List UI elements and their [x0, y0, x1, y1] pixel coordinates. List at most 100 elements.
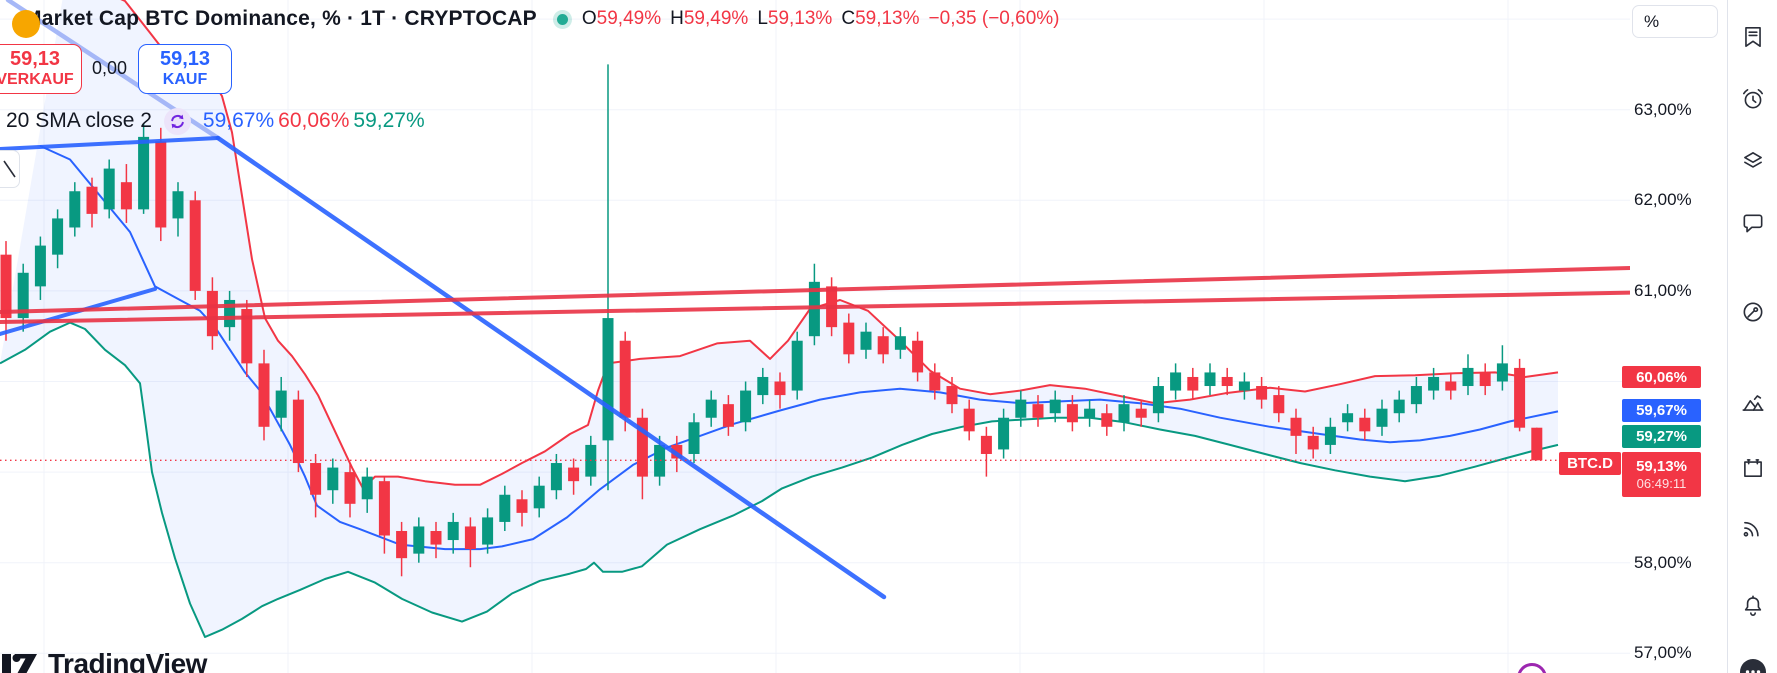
- symbol-title[interactable]: Market Cap BTC Dominance, % · 1T · CRYPT…: [24, 7, 537, 30]
- buy-button[interactable]: 59,13 KAUF: [138, 44, 232, 94]
- axis-tick-label: 63,00%: [1634, 99, 1692, 119]
- candle-body: [1531, 427, 1543, 461]
- candle-body: [1445, 381, 1457, 391]
- candle-body: [1204, 372, 1216, 387]
- candle-body: [998, 417, 1010, 450]
- trend-line[interactable]: [215, 135, 887, 600]
- symbol-source-logo: [12, 10, 40, 38]
- streams-icon[interactable]: [1738, 512, 1768, 542]
- drawing-tool-fragment[interactable]: [0, 150, 20, 188]
- indicator-value: 59,67%: [202, 109, 275, 132]
- candle-body: [310, 463, 322, 495]
- axis-unit-button[interactable]: %: [1632, 5, 1718, 38]
- candle-body: [688, 422, 700, 454]
- axis-tick-label: 57,00%: [1634, 643, 1692, 663]
- candle-body: [963, 408, 975, 432]
- object-tree-icon[interactable]: [1738, 146, 1768, 176]
- candle-body: [791, 340, 803, 391]
- candle-body: [1290, 417, 1302, 436]
- candle-body: [619, 340, 631, 418]
- price-axis[interactable]: % 63,00% 62,00% 61,00% 58,00% 57,00%: [1630, 0, 1727, 673]
- sell-button[interactable]: 59,13 VERKAUF: [0, 44, 82, 94]
- candle-body: [757, 376, 769, 396]
- chart-pane[interactable]: [0, 0, 1630, 673]
- bollinger-lower-band: [0, 321, 1559, 638]
- candle-body: [241, 309, 253, 364]
- candle-body: [344, 472, 356, 504]
- ohlc-item: C59,13%: [841, 8, 920, 29]
- right-sidebar: [1727, 0, 1777, 673]
- notifications-icon[interactable]: [1738, 591, 1768, 621]
- indicator-loading-icon[interactable]: [163, 107, 191, 135]
- ohlc-item: O59,49%: [581, 8, 662, 29]
- market-status-dot[interactable]: [552, 9, 572, 29]
- candle-body: [1324, 426, 1336, 445]
- candle-body: [52, 218, 64, 255]
- candle-body: [1101, 413, 1113, 427]
- last-price-tag: 59,13% 06:49:11: [1622, 452, 1701, 497]
- candle-body: [568, 467, 580, 482]
- change-value: −0,35 (−0,60%): [928, 8, 1060, 29]
- ohlc-values: O59,49% H59,49% L59,13% C59,13% −0,35 (−0,60…: [582, 8, 1060, 30]
- candle-body: [378, 481, 390, 536]
- candle-body: [1049, 399, 1061, 414]
- bollinger-middle-band: [39, 144, 1559, 551]
- candle-body: [1066, 404, 1078, 423]
- candle-body: [34, 245, 46, 287]
- bollinger-fill: [0, 0, 1558, 637]
- ohlc-item: L59,13%: [757, 8, 833, 29]
- candle-body: [361, 476, 373, 500]
- candle-body: [447, 521, 459, 541]
- candle-body: [516, 499, 528, 513]
- candle-body: [929, 372, 941, 391]
- tradingview-logo-text: TradingView: [48, 648, 207, 673]
- candle-body: [17, 272, 29, 319]
- candle-body: [894, 336, 906, 350]
- trend-line[interactable]: [0, 290, 1630, 324]
- candle-body: [1342, 413, 1354, 423]
- candle-body: [1170, 372, 1182, 391]
- buy-label: KAUF: [162, 71, 208, 89]
- candle-body: [0, 254, 12, 319]
- avatar-icon[interactable]: [1738, 657, 1768, 673]
- candle-body: [258, 363, 270, 427]
- candle-body: [189, 200, 201, 291]
- candle-body: [1084, 408, 1096, 418]
- candle-body: [86, 186, 98, 214]
- axis-tick-label: 62,00%: [1634, 190, 1692, 210]
- candle-body: [172, 191, 184, 219]
- candle-body: [413, 526, 425, 554]
- chat-icon[interactable]: [1738, 209, 1768, 239]
- watchlist-icon[interactable]: [1738, 22, 1768, 52]
- trend-line[interactable]: [0, 266, 1630, 314]
- alerts-icon[interactable]: [1738, 84, 1768, 114]
- candle-body: [740, 390, 752, 423]
- candle-body: [722, 404, 734, 427]
- candle-body: [103, 168, 115, 210]
- indicator-title[interactable]: 20 SMA close 2: [6, 109, 152, 132]
- candle-body: [499, 494, 511, 522]
- candle-body: [430, 530, 442, 545]
- candle-body: [327, 467, 339, 491]
- candle-body: [946, 386, 958, 405]
- candle-body: [482, 517, 494, 545]
- candle-body: [1032, 404, 1044, 418]
- candle-body: [636, 417, 648, 477]
- candle-body: [224, 299, 236, 328]
- tradingview-logo[interactable]: TradingView: [2, 648, 207, 673]
- gauge-icon[interactable]: [1738, 297, 1768, 327]
- calendar-icon[interactable]: [1738, 453, 1768, 483]
- trend-line[interactable]: [0, 136, 220, 151]
- candle-body: [912, 340, 924, 373]
- indicator-value: 59,27%: [353, 109, 425, 132]
- candle-body: [1238, 381, 1250, 391]
- candle-body: [877, 336, 889, 355]
- axis-tick-label: 61,00%: [1634, 280, 1692, 300]
- candle-body: [550, 463, 562, 491]
- candle-body: [1428, 376, 1440, 391]
- candle-body: [980, 435, 992, 454]
- ideas-icon[interactable]: [1738, 388, 1768, 418]
- candle-body: [464, 526, 476, 550]
- band-value-tag: 59,27%: [1622, 425, 1701, 448]
